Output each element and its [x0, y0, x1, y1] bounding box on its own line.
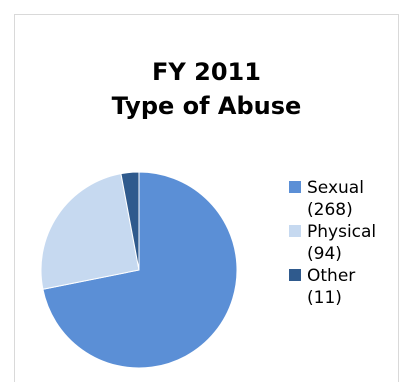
legend-value-other: (11) — [307, 288, 342, 308]
legend-value-sexual: (268) — [307, 200, 353, 220]
legend-item-sexual: Sexual (268) — [289, 177, 376, 221]
pie-chart — [40, 171, 238, 369]
legend-label-physical: Physical — [307, 222, 377, 242]
pie-slice-sexual — [42, 171, 238, 369]
pie-slice-physical — [40, 173, 140, 290]
chart-title-line-2: Type of Abuse — [111, 92, 302, 120]
pie-slice-other — [120, 171, 140, 271]
legend-value-physical: (94) — [307, 244, 342, 264]
chart-frame: FY 2011 Type of Abuse Sexual (268) Physi… — [14, 14, 399, 382]
chart-title: FY 2011 Type of Abuse — [15, 55, 398, 123]
chart-title-line-1: FY 2011 — [152, 58, 261, 86]
legend-swatch-sexual — [289, 181, 301, 193]
chart-legend: Sexual (268) Physical (94) Other (11) — [289, 177, 376, 309]
legend-label-other: Other — [307, 266, 356, 286]
legend-label-sexual: Sexual — [307, 178, 364, 198]
legend-swatch-other — [289, 269, 301, 281]
legend-swatch-physical — [289, 225, 301, 237]
legend-item-other: Other (11) — [289, 265, 376, 309]
legend-item-physical: Physical (94) — [289, 221, 376, 265]
